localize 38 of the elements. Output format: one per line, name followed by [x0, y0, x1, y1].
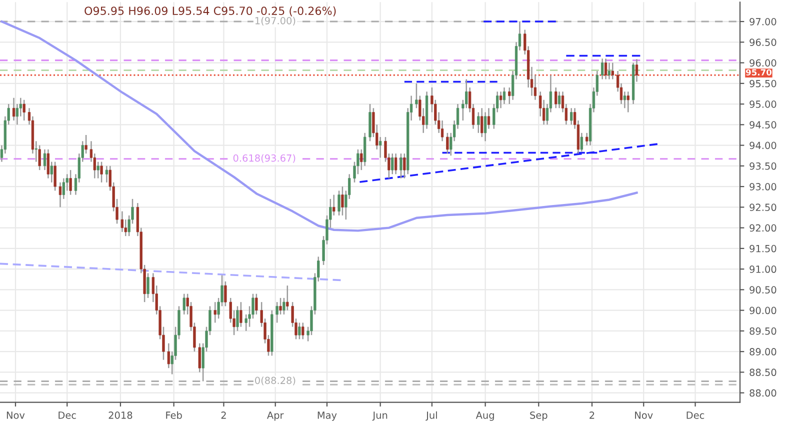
x-tick-label: Aug	[476, 412, 494, 421]
y-tick-label: 96.00	[750, 59, 776, 67]
y-tick-label: 89.00	[750, 348, 776, 356]
y-tick-label: 97.00	[750, 18, 776, 26]
ref-line-label: 0(88.28)	[255, 376, 296, 386]
annotation: O95.95 H96.09 L95.54 C95.70 -0.25 (-0.26%)	[84, 6, 336, 16]
x-tick-label: 2	[221, 412, 226, 419]
ref-line-label: 95.70	[746, 69, 772, 76]
y-tick-label: 92.00	[750, 224, 776, 232]
y-tick-label: 88.00	[750, 389, 776, 397]
x-tick-label: Sep	[530, 412, 548, 421]
y-tick-label: 91.00	[750, 266, 776, 273]
y-tick-label: 91.50	[750, 244, 776, 252]
x-tick-label: 2018	[108, 412, 132, 419]
x-tick-label: Jun	[372, 412, 388, 421]
y-tick-label: 95.00	[750, 100, 776, 108]
x-tick-label: Dec	[58, 412, 76, 419]
x-tick-label: 2	[590, 412, 594, 419]
y-tick-label: 88.50	[750, 368, 776, 376]
ref-line-label: 0.618(93.67)	[233, 154, 296, 163]
x-tick-label: Nov	[635, 412, 653, 419]
y-tick-label: 94.00	[750, 142, 776, 150]
y-tick-label: 95.50	[750, 80, 776, 88]
y-tick-label: 92.50	[750, 204, 776, 212]
x-tick-label: Dec	[686, 412, 704, 419]
x-tick-label: May	[318, 412, 337, 421]
x-tick-label: Jul	[426, 411, 437, 421]
x-tick-label: Feb	[166, 411, 182, 419]
x-tick-label: Apr	[267, 412, 284, 421]
y-tick-label: 94.50	[750, 121, 776, 128]
x-tick-label: Nov	[6, 412, 25, 419]
y-tick-label: 89.50	[750, 327, 776, 335]
y-tick-label: 93.00	[750, 183, 776, 190]
y-tick-label: 93.50	[750, 162, 776, 170]
y-tick-label: 90.50	[750, 286, 776, 294]
y-tick-label: 96.50	[750, 38, 776, 46]
ref-line-label: 1(97.00)	[255, 16, 296, 26]
y-tick-label: 90.00	[750, 306, 776, 314]
